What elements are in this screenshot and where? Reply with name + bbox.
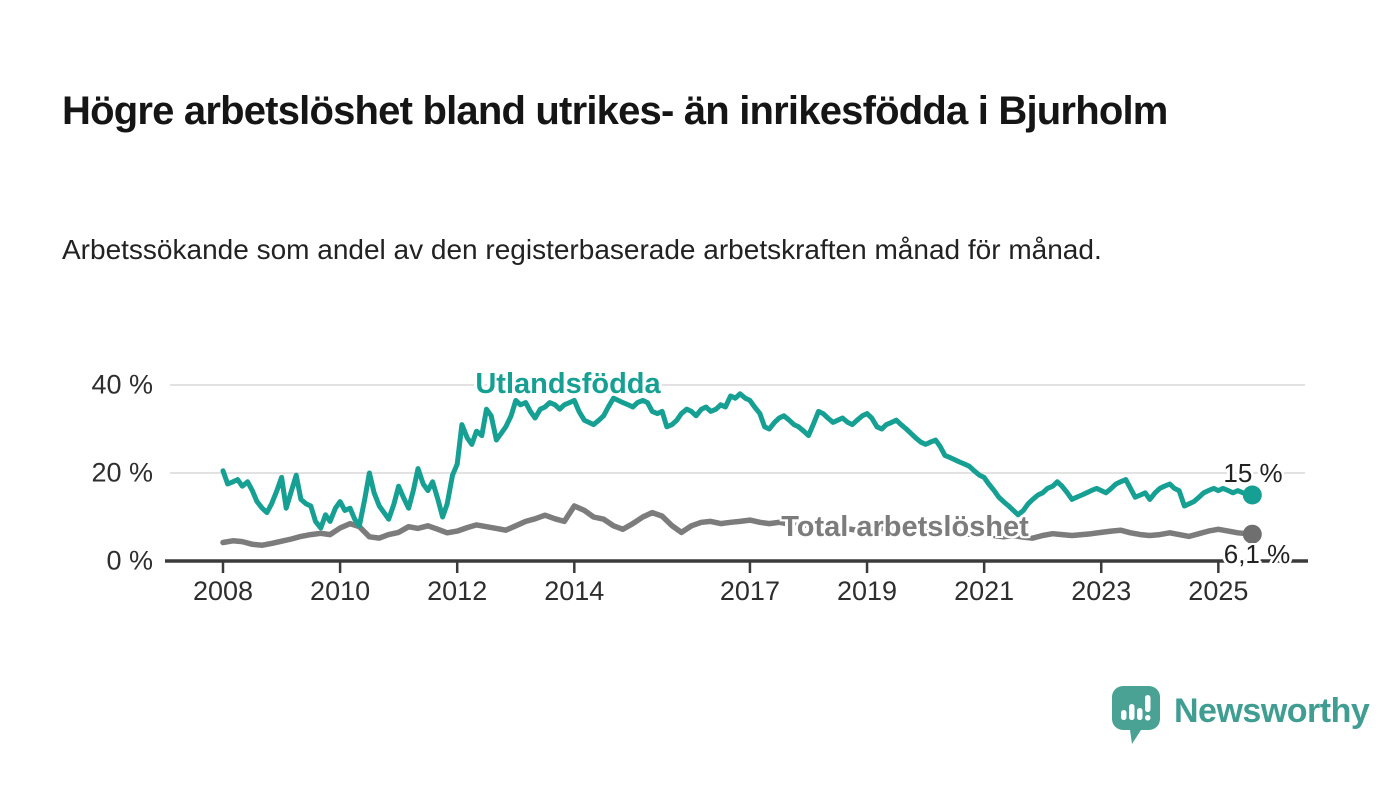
chart-title: Högre arbetslöshet bland utrikes- än inr… (62, 88, 1168, 133)
x-tick-label: 2017 (719, 576, 780, 606)
total-arbetsloshet-line (220, 503, 1256, 548)
x-tick-label: 2012 (427, 576, 488, 606)
x-tick-label: 2021 (954, 576, 1015, 606)
end-value-label-total: 6,1 % (1223, 539, 1291, 569)
y-tick-label: 0 % (106, 545, 153, 576)
y-tick-label: 20 % (91, 457, 153, 488)
newsworthy-wordmark: Newsworthy (1174, 692, 1370, 730)
x-tick-label: 2014 (544, 576, 605, 606)
newsworthy-logo: Newsworthy (1112, 686, 1370, 748)
x-axis-ticks (221, 561, 1220, 573)
y-tick-label: 40 % (91, 369, 153, 400)
x-tick-label: 2008 (192, 576, 254, 606)
utlandsfodda-line (220, 391, 1255, 531)
x-tick-label: 2019 (837, 576, 898, 606)
total-end-dot (1242, 524, 1262, 544)
x-tick-label: 2025 (1188, 576, 1249, 606)
gridlines (170, 384, 1305, 474)
x-tick-label: 2023 (1071, 576, 1132, 606)
series-label-utlandsfodda: Utlandsfödda (475, 368, 661, 400)
x-tick-label: 2010 (310, 576, 371, 606)
chart-subtitle: Arbetssökande som andel av den registerb… (62, 234, 1102, 265)
utlandsfodda-end-dot (1242, 485, 1262, 505)
end-value-label-utlandsfodda: 15 % (1223, 458, 1283, 488)
newsworthy-speech-bubble-icon (1112, 686, 1160, 744)
series-label-total-arbetsloshet: Total arbetslöshet (781, 511, 1029, 543)
